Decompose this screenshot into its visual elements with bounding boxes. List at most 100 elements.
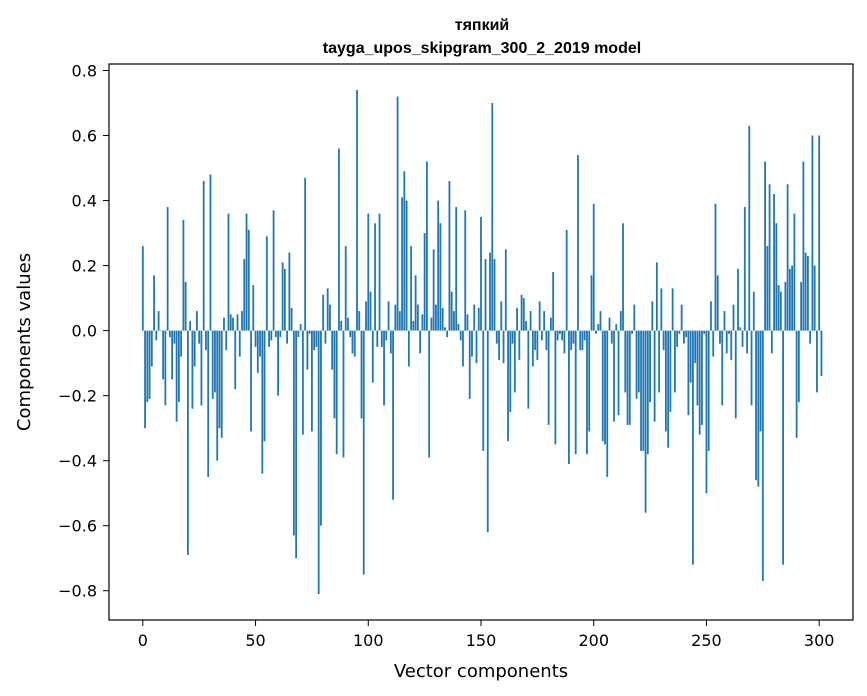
bar	[549, 317, 552, 331]
bar	[606, 330, 609, 477]
bar	[148, 330, 151, 399]
bar	[153, 275, 155, 331]
bar	[759, 330, 762, 432]
bar	[157, 311, 160, 331]
bar	[698, 330, 701, 435]
bar	[387, 301, 390, 331]
bar	[146, 330, 149, 403]
bar	[811, 135, 814, 331]
bar	[766, 246, 769, 331]
bar	[223, 317, 225, 331]
chart-subtitle: tayga_upos_skipgram_300_2_2019 model	[323, 40, 641, 57]
bar	[234, 330, 237, 390]
bar	[649, 330, 651, 403]
bar	[193, 330, 196, 367]
bar	[739, 327, 742, 331]
bar	[703, 330, 706, 334]
bar	[338, 148, 340, 331]
bar	[667, 330, 670, 448]
x-axis-label: Vector components	[394, 661, 568, 682]
bar	[529, 311, 532, 331]
bar	[770, 330, 773, 354]
bar	[189, 320, 192, 331]
bar	[405, 200, 408, 331]
bar	[432, 249, 435, 331]
bar	[369, 291, 372, 331]
bar	[166, 207, 169, 331]
bar	[486, 330, 489, 533]
bar	[807, 255, 809, 331]
bar	[809, 330, 812, 344]
bar	[365, 301, 367, 331]
bar	[707, 330, 710, 451]
bar	[484, 259, 487, 331]
bar	[205, 330, 207, 351]
bar	[180, 330, 183, 357]
bar	[586, 330, 588, 455]
bar	[692, 330, 694, 565]
bar	[613, 330, 615, 422]
y-tick-label: 0.2	[72, 257, 97, 276]
bar	[459, 330, 462, 341]
y-tick-label: 0.4	[72, 192, 97, 211]
bar	[655, 262, 658, 331]
bar	[601, 330, 604, 442]
bar	[446, 330, 449, 338]
y-tick-label: −0.6	[58, 517, 97, 536]
bar	[196, 311, 198, 331]
bar	[340, 320, 343, 331]
bar	[232, 317, 234, 331]
bar	[604, 330, 606, 445]
bar	[750, 330, 753, 406]
bar	[182, 220, 185, 331]
bar	[311, 330, 313, 432]
bar	[155, 330, 158, 341]
bar	[622, 223, 624, 331]
bar	[795, 330, 798, 438]
bar	[579, 330, 582, 351]
plot-frame	[108, 63, 854, 621]
bar	[414, 275, 417, 331]
bar	[428, 330, 431, 458]
bar	[547, 330, 550, 425]
bar	[705, 330, 708, 494]
y-tick-label: 0.0	[72, 322, 97, 341]
x-tick-label: 0	[138, 631, 148, 650]
bar	[683, 330, 685, 344]
x-tick-label: 50	[245, 631, 265, 650]
bar	[538, 301, 541, 331]
bar	[631, 330, 633, 334]
bar	[689, 330, 692, 383]
bar	[737, 268, 739, 331]
bar	[216, 330, 219, 461]
bar	[714, 203, 717, 331]
bar	[252, 285, 255, 331]
bar	[396, 96, 399, 331]
bar	[187, 330, 189, 555]
y-tick-label: 0.8	[72, 62, 97, 81]
bar	[150, 330, 153, 367]
bar	[281, 262, 284, 331]
bar	[777, 285, 780, 331]
bar	[511, 330, 514, 344]
bar	[177, 330, 180, 403]
chart-title: тяпкий	[455, 17, 510, 34]
bar	[615, 324, 618, 331]
bar	[552, 272, 555, 331]
bar	[313, 330, 316, 351]
bar	[450, 291, 453, 331]
bar	[464, 210, 467, 331]
bar	[378, 213, 381, 331]
bar	[477, 307, 480, 331]
bar	[525, 320, 527, 331]
bar	[633, 304, 636, 331]
bar	[565, 229, 568, 331]
y-tick-label: −0.4	[58, 452, 97, 471]
bar	[238, 330, 241, 357]
bar	[624, 330, 627, 393]
bar	[279, 330, 282, 338]
bar	[175, 330, 178, 422]
bar	[701, 330, 703, 425]
bar	[439, 223, 442, 331]
bar	[680, 304, 683, 331]
